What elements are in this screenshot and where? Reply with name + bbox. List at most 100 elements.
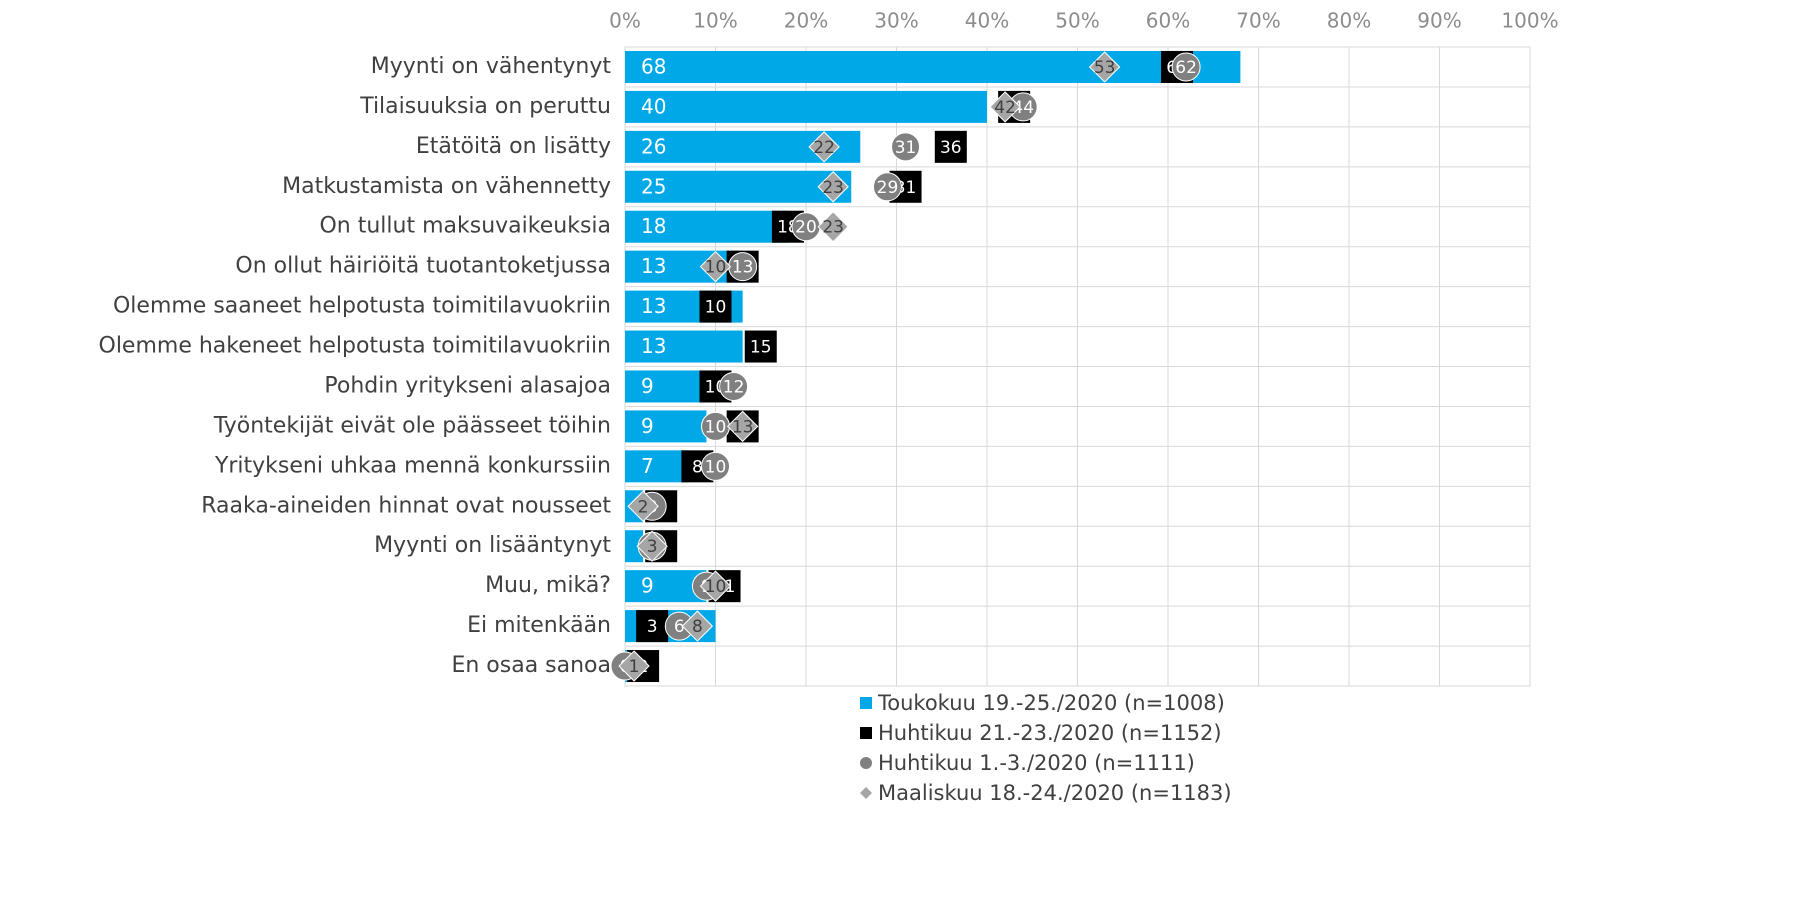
diamond-marker xyxy=(817,211,849,243)
circle-marker xyxy=(891,132,921,162)
x-tick-label: 30% xyxy=(874,9,918,33)
category-label: Etätöitä on lisätty xyxy=(416,134,611,159)
bar xyxy=(625,90,987,123)
category-label: Myynti on lisääntynyt xyxy=(374,533,611,558)
diamond-marker xyxy=(1088,51,1121,83)
data-label: 7 xyxy=(641,454,654,478)
data-label: 9 xyxy=(641,374,654,398)
data-label: 13 xyxy=(641,294,666,318)
category-label: Tilaisuuksia on peruttu xyxy=(359,94,611,119)
category-label: Muu, mikä? xyxy=(485,573,611,598)
category-label: On tullut maksuvaikeuksia xyxy=(319,214,611,239)
category-label: Pohdin yritykseni alasajoa xyxy=(324,373,611,398)
data-label: 36 xyxy=(940,138,962,158)
data-label: 8 xyxy=(692,617,703,637)
data-label: 26 xyxy=(641,134,666,158)
square-marker xyxy=(744,330,777,363)
category-label: Olemme saaneet helpotusta toimitilavuokr… xyxy=(113,294,611,319)
data-label: 10 xyxy=(705,457,727,477)
data-label: 1 xyxy=(629,657,640,677)
data-label: 44 xyxy=(1012,98,1034,118)
category-label: Myynti on vähentynyt xyxy=(371,54,612,79)
diamond-marker xyxy=(618,650,650,682)
x-tick-label: 0% xyxy=(609,9,641,33)
x-tick-label: 10% xyxy=(693,9,737,33)
data-label: 68 xyxy=(641,54,666,78)
square-marker xyxy=(636,610,669,643)
bar xyxy=(625,210,788,243)
legend-label: Maaliskuu 18.-24./2020 (n=1183) xyxy=(878,781,1232,805)
data-label: 10 xyxy=(705,298,727,318)
bar xyxy=(625,410,707,443)
x-tick-label: 50% xyxy=(1055,9,1099,33)
bar xyxy=(625,330,743,363)
legend-label: Huhtikuu 21.-23./2020 (n=1152) xyxy=(878,721,1222,745)
category-label: Ei mitenkään xyxy=(467,613,611,638)
diamond-marker xyxy=(636,530,668,562)
data-label: 10 xyxy=(705,577,727,597)
data-label: 10 xyxy=(705,258,727,278)
category-label: On ollut häiriöitä tuotantoketjussa xyxy=(235,254,611,279)
data-label: 3 xyxy=(647,537,658,557)
data-label: 40 xyxy=(641,94,666,118)
bar xyxy=(625,50,1241,83)
data-label: 62 xyxy=(1175,58,1197,78)
bar xyxy=(625,450,689,483)
legend-swatch xyxy=(860,697,872,709)
data-label: 23 xyxy=(822,178,844,198)
data-label: 31 xyxy=(895,138,917,158)
circle-marker xyxy=(701,451,730,481)
diamond-marker xyxy=(699,570,732,602)
diamond-marker xyxy=(989,91,1021,123)
data-label: 53 xyxy=(1094,58,1116,78)
diamond-marker xyxy=(817,171,849,203)
data-label: 18 xyxy=(641,214,666,238)
circle-marker xyxy=(872,172,902,202)
data-label: 15 xyxy=(750,338,772,358)
data-label: 13 xyxy=(732,258,754,278)
diamond-marker xyxy=(726,410,759,443)
legend-swatch xyxy=(860,757,872,769)
data-label: 22 xyxy=(813,138,835,158)
legend-swatch xyxy=(860,727,872,739)
bar xyxy=(625,370,707,403)
data-label: 2 xyxy=(638,497,649,517)
data-label: 13 xyxy=(641,334,666,358)
legend-label: Toukokuu 19.-25./2020 (n=1008) xyxy=(877,691,1225,715)
x-tick-label: 20% xyxy=(784,9,828,33)
diamond-marker xyxy=(681,610,714,642)
square-marker xyxy=(934,130,967,163)
diamond-marker xyxy=(699,250,732,283)
x-tick-label: 70% xyxy=(1236,9,1280,33)
x-tick-label: 60% xyxy=(1146,9,1190,33)
category-label: Matkustamista on vähennetty xyxy=(282,174,611,199)
data-label: 25 xyxy=(641,174,666,198)
data-label: 13 xyxy=(641,254,666,278)
category-label: Työntekijät eivät ole päässeet töihin xyxy=(213,413,611,438)
category-label: Olemme hakeneet helpotusta toimitilavuok… xyxy=(99,334,612,359)
data-label: 6 xyxy=(674,617,685,637)
data-label: 42 xyxy=(994,98,1016,118)
data-label: 3 xyxy=(647,617,658,637)
category-label: Yritykseni uhkaa mennä konkurssiin xyxy=(214,453,611,478)
x-tick-label: 40% xyxy=(965,9,1009,33)
bar xyxy=(625,170,852,203)
data-label: 20 xyxy=(795,218,817,238)
x-tick-label: 100% xyxy=(1501,9,1558,33)
data-label: 12 xyxy=(723,377,745,397)
data-label: 9 xyxy=(641,414,654,438)
bar xyxy=(625,530,644,563)
x-tick-label: 80% xyxy=(1327,9,1371,33)
data-label: 8 xyxy=(692,457,703,477)
square-marker xyxy=(699,290,732,323)
data-label: 9 xyxy=(641,574,654,598)
x-tick-label: 90% xyxy=(1417,9,1461,33)
category-label: En osaa sanoa xyxy=(451,653,611,678)
data-label: 29 xyxy=(877,178,899,198)
circle-marker xyxy=(1171,52,1201,82)
category-label: Raaka-aineiden hinnat ovat nousseet xyxy=(201,493,611,518)
legend-label: Huhtikuu 1.-3./2020 (n=1111) xyxy=(878,751,1195,775)
data-label: 10 xyxy=(705,417,727,437)
diamond-marker xyxy=(808,131,840,163)
